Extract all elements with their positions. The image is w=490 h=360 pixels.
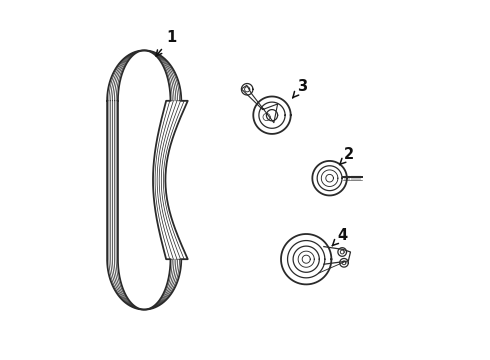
Text: 3: 3 [293, 79, 308, 98]
Text: 4: 4 [332, 228, 347, 246]
Text: 1: 1 [156, 30, 176, 56]
Text: 2: 2 [340, 147, 354, 165]
